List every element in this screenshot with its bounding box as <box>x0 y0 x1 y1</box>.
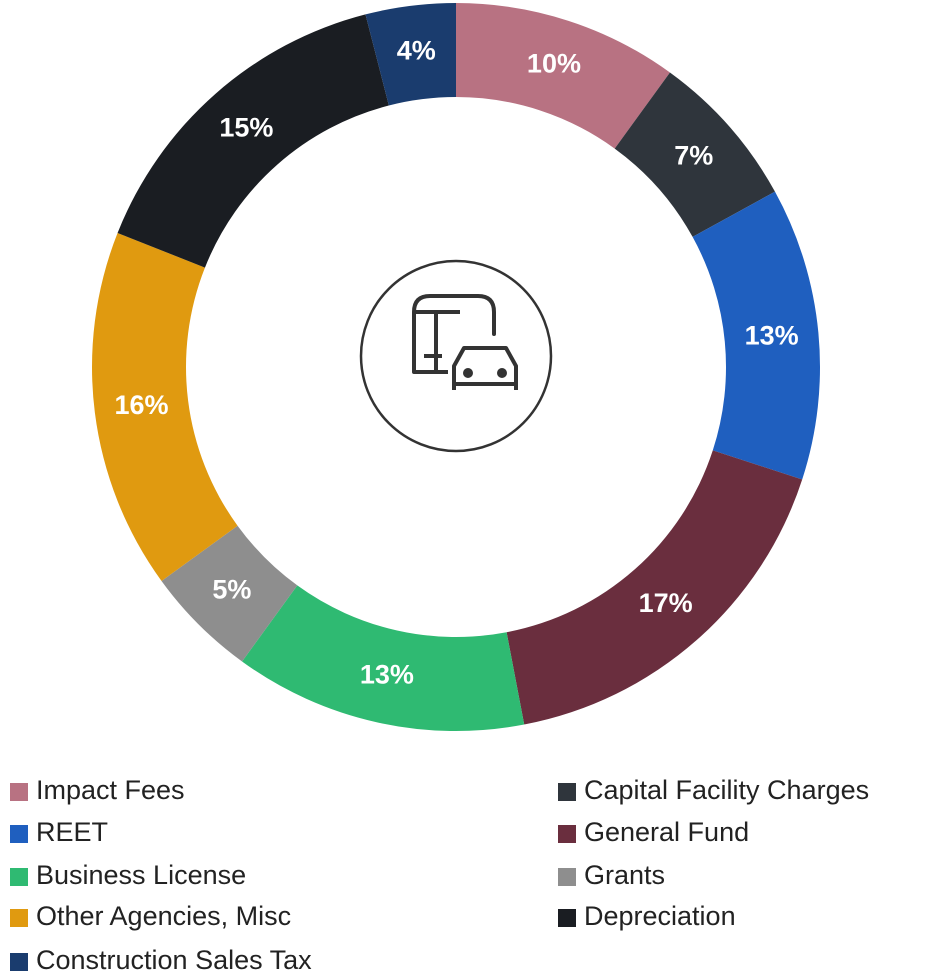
slice <box>161 525 298 662</box>
data-label: 13% <box>745 320 799 350</box>
legend-swatch <box>10 953 28 971</box>
legend-label: Capital Facility Charges <box>584 775 869 805</box>
data-label: 4% <box>397 36 436 66</box>
legend-label: Impact Fees <box>36 775 185 805</box>
legend-label: Business License <box>36 860 246 890</box>
legend-swatch <box>10 783 28 801</box>
data-label: 7% <box>674 140 713 170</box>
data-label: 16% <box>114 390 168 420</box>
legend-swatch <box>10 825 28 843</box>
legend-label: General Fund <box>584 817 749 847</box>
slice <box>91 233 238 581</box>
legend-label: Depreciation <box>584 901 736 931</box>
data-label: 13% <box>360 659 414 689</box>
center-icon <box>359 259 553 453</box>
legend-swatch <box>10 909 28 927</box>
legend-swatch <box>558 868 576 886</box>
legend-swatch <box>10 868 28 886</box>
data-label: 10% <box>527 49 581 79</box>
slice <box>506 450 803 725</box>
legend-label: REET <box>36 817 108 847</box>
legend-swatch <box>558 825 576 843</box>
legend-label: Grants <box>584 860 665 890</box>
data-label: 15% <box>219 112 273 142</box>
slice <box>365 3 456 106</box>
legend-swatch <box>558 783 576 801</box>
slice <box>117 14 389 268</box>
data-label: 17% <box>639 588 693 618</box>
slice <box>456 3 670 149</box>
slice <box>614 72 775 237</box>
legend-label: Construction Sales Tax <box>36 945 312 975</box>
slice <box>242 585 525 731</box>
legend-label: Other Agencies, Misc <box>36 901 291 931</box>
data-label: 5% <box>212 574 251 604</box>
legend-swatch <box>558 909 576 927</box>
slice <box>692 191 821 480</box>
